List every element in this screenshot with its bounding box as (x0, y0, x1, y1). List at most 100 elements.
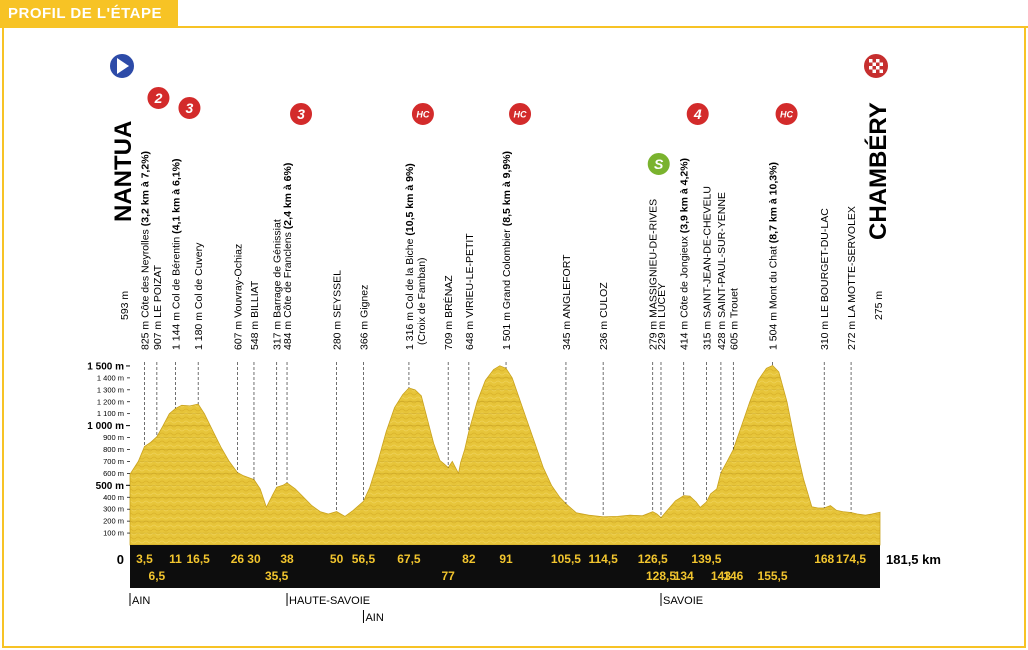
km-marker-label: 143 (711, 569, 731, 583)
chart-frame (2, 27, 1026, 648)
km-marker-label: 26 (231, 552, 245, 566)
waypoint-label: 548 m BILLIAT (249, 280, 261, 350)
waypoint-label-part: 605 m Trouet (728, 288, 740, 350)
waypoint-label-part: 907 m LE POIZAT (152, 264, 164, 350)
x-zero-label: 0 (117, 552, 124, 567)
y-tick-label-minor: 900 m (103, 433, 124, 442)
waypoint-label-part: 607 m Vouvray-Ochiaz (232, 244, 244, 350)
waypoint-label-note: (Croix de Famban) (416, 257, 428, 345)
km-marker-label: 155,5 (758, 569, 788, 583)
km-marker-label: 126,5 (638, 552, 668, 566)
km-marker-label: 105,5 (551, 552, 581, 566)
waypoint-label-part: 317 m Barrage de Génissiat (272, 219, 284, 350)
waypoint-label-part: 1 144 m Col de Bérentin (170, 234, 182, 350)
y-tick-label-minor: 300 m (103, 505, 124, 514)
waypoint-label-part: 548 m BILLIAT (249, 280, 261, 350)
play-arrow-icon (117, 58, 129, 74)
distance-axis-band (130, 545, 880, 588)
km-marker-label: 91 (499, 552, 513, 566)
waypoint-label-part: 229 m LUCEY (656, 283, 668, 350)
y-tick-label-minor: 1 200 m (97, 397, 124, 406)
waypoint-label-part: 279 m MASSIGNIEU-DE-RIVES (648, 199, 660, 350)
waypoint-label: 280 m SEYSSEL (332, 270, 344, 350)
waypoint-label: 366 m Gignez (358, 285, 370, 350)
y-tick-label-minor: 100 m (103, 529, 124, 538)
y-tick-label-minor: 400 m (103, 493, 124, 502)
waypoint-label: 825 m Côte des Neyrolles (3,2 km à 7,2%) (139, 151, 151, 350)
waypoint-label: 310 m LE BOURGET-DU-LAC (819, 208, 831, 350)
km-marker-label: 134 (674, 569, 694, 583)
region-label: SAVOIE (663, 595, 703, 607)
km-marker-label: 67,5 (397, 552, 421, 566)
waypoint-label-part: 648 m VIRIEU-LE-PETIT (464, 233, 476, 350)
waypoint-label-part: 345 m ANGLEFORT (561, 254, 573, 350)
total-distance-label: 181,5 km (886, 552, 941, 567)
finish-altitude: 275 m (873, 291, 885, 320)
waypoint-label: 236 m CULOZ (598, 282, 610, 350)
waypoint-label-part: (8,5 km à 9,9%) (501, 151, 513, 226)
y-tick-label-minor: 600 m (103, 469, 124, 478)
header-rule (0, 26, 1028, 28)
km-marker-label: 146 (723, 569, 743, 583)
waypoint-label-part: 825 m Côte des Neyrolles (139, 226, 151, 350)
category-badge-label: S (654, 156, 664, 172)
category-badge (684, 101, 711, 127)
waypoint-label: 345 m ANGLEFORT (561, 254, 573, 350)
km-marker-label: 139,5 (691, 552, 721, 566)
checker-square (872, 69, 876, 73)
start-altitude: 593 m (119, 291, 131, 320)
waypoint-label-part: 1 180 m Col de Cuvery (193, 242, 205, 350)
waypoint-label-part: (8,7 km à 10,3%) (768, 162, 780, 243)
waypoint-label: 414 m Côte de Jongieux (3,9 km à 4,2%) (679, 158, 691, 350)
km-marker-label: 56,5 (352, 552, 376, 566)
checker-square (876, 59, 880, 63)
waypoint-label-part: 709 m BRÉNAZ (442, 275, 455, 350)
category-badge-label: HC (416, 110, 429, 120)
checker-square (872, 62, 876, 66)
km-marker-label: 11 (169, 552, 182, 566)
y-tick-label-minor: 700 m (103, 457, 124, 466)
km-marker-label: 50 (330, 552, 344, 566)
waypoint-label: 229 m LUCEY (656, 283, 668, 350)
waypoint-label-part: 428 m SAINT-PAUL-SUR-YENNE (716, 192, 728, 350)
waypoint-label-part: 310 m LE BOURGET-DU-LAC (819, 208, 831, 350)
waypoint-label: 607 m Vouvray-Ochiaz (232, 244, 244, 350)
km-marker-label: 114,5 (588, 552, 618, 566)
km-marker-label: 3,5 (136, 552, 153, 566)
category-badge (507, 101, 534, 127)
category-badge-label: 3 (297, 106, 305, 122)
km-marker-label: 16,5 (187, 552, 211, 566)
y-tick-label-major: 1 000 m (87, 421, 124, 432)
y-tick-label-minor: 1 100 m (97, 409, 124, 418)
category-badge-label: HC (780, 110, 793, 120)
category-badge-label: 3 (186, 100, 194, 116)
km-marker-label: 168 (814, 552, 834, 566)
waypoint-label: 1 316 m Col de la Biche (10,5 km à 9%) (404, 163, 416, 350)
start-city: NANTUA (110, 121, 137, 222)
y-tick-label-major: 1 500 m (87, 361, 124, 372)
waypoint-label: 317 m Barrage de Génissiat (272, 219, 284, 350)
region-label: AIN (365, 612, 383, 624)
category-badge (145, 85, 172, 111)
waypoint-label-part: (3,9 km à 4,2%) (679, 158, 691, 233)
category-badge (409, 101, 436, 127)
km-marker-label: 38 (280, 552, 294, 566)
y-tick-label-minor: 200 m (103, 517, 124, 526)
waypoint-label-part: (10,5 km à 9%) (404, 163, 416, 235)
waypoint-label: 428 m SAINT-PAUL-SUR-YENNE (716, 192, 728, 350)
region-label: HAUTE-SAVOIE (289, 595, 370, 607)
finish-city: CHAMBÉRY (864, 102, 892, 240)
km-marker-label: 35,5 (265, 569, 289, 583)
waypoint-label-part: 280 m SEYSSEL (332, 270, 344, 350)
category-badge-label: 4 (693, 106, 702, 122)
category-badge (176, 95, 203, 121)
waypoint-label: 1 180 m Col de Cuvery (193, 242, 205, 350)
category-badge-label: 2 (154, 90, 163, 106)
waypoint-label: 1 501 m Grand Colombier (8,5 km à 9,9%) (501, 151, 513, 350)
waypoint-label: 605 m Trouet (728, 288, 740, 350)
km-marker-label: 6,5 (149, 569, 166, 583)
waypoint-label-part: 484 m Côte de Franclens (282, 229, 294, 350)
waypoint-label-part: 414 m Côte de Jongieux (679, 233, 691, 350)
waypoint-label: 709 m BRÉNAZ (442, 275, 455, 350)
